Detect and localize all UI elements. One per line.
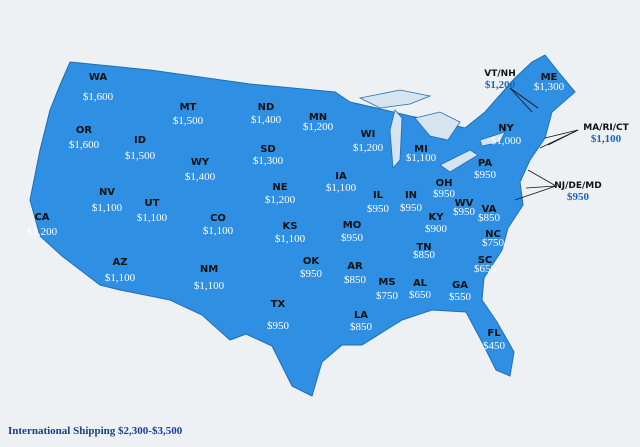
state-code: KS	[283, 221, 298, 232]
state-price: $950	[267, 320, 290, 332]
state-code: MN	[309, 112, 327, 123]
state-code: WY	[191, 157, 210, 168]
state-code: NE	[272, 182, 287, 193]
state-code: TX	[271, 299, 286, 310]
state-price: $1,100	[105, 272, 136, 284]
footer: International Shipping $2,300-$3,500	[8, 425, 183, 437]
state-code: KY	[429, 212, 445, 223]
state-code: NC	[485, 229, 501, 240]
callout-code: VT/NH	[484, 69, 515, 79]
state-code: AL	[413, 278, 428, 289]
callout-price: $950	[567, 191, 590, 203]
state-price: $1,100	[406, 152, 437, 164]
state-code: CA	[34, 212, 49, 223]
state-price: $1,600	[83, 91, 114, 103]
us-outline	[29, 54, 576, 397]
state-code: VA	[482, 204, 497, 215]
state-price: $950	[433, 188, 456, 200]
state-code: ID	[134, 135, 146, 146]
state-code: SC	[478, 255, 493, 266]
state-price: $1,100	[275, 233, 306, 245]
state-price: $1,400	[185, 171, 216, 183]
state-price: $1,200	[303, 121, 334, 133]
state-code: AZ	[113, 257, 128, 268]
state-price: $950	[300, 268, 323, 280]
state-code: OR	[76, 125, 93, 136]
state-code: OH	[436, 178, 453, 189]
state-price: $450	[483, 340, 506, 352]
state-code: WI	[361, 129, 376, 140]
state-price: $650	[409, 289, 432, 301]
state-price: $650	[474, 263, 497, 275]
callout-price: $1,200	[485, 79, 516, 91]
state-price: $1,100	[203, 225, 234, 237]
state-price: $1,300	[253, 155, 284, 167]
state-code: TN	[416, 242, 431, 253]
state-price: $1,100	[137, 212, 168, 224]
state-code: IN	[405, 190, 417, 201]
callout-code: NJ/DE/MD	[554, 181, 602, 191]
great-lakes	[358, 89, 506, 173]
state-price: $1,100	[326, 182, 357, 194]
state-price: $1,200	[353, 142, 384, 154]
state-code: UT	[145, 198, 160, 209]
state-code: FL	[487, 328, 501, 339]
state-price: $1,600	[69, 139, 100, 151]
state-code: IL	[373, 190, 384, 201]
state-code: OK	[303, 256, 321, 267]
callout-price: $1,100	[591, 133, 622, 145]
state-price: $1,400	[251, 114, 282, 126]
state-code: IA	[335, 171, 347, 182]
state-code: MT	[180, 102, 197, 113]
state-code: MO	[343, 220, 361, 231]
state-code: ME	[541, 72, 558, 83]
state-code: GA	[452, 280, 468, 291]
state-price: $1,500	[173, 115, 204, 127]
callout-code: MA/RI/CT	[583, 123, 629, 133]
state-price: $850	[478, 212, 501, 224]
state-price: $750	[376, 290, 399, 302]
state-price: $1,100	[194, 280, 225, 292]
state-code: MS	[378, 277, 395, 288]
state-price: $950	[400, 202, 423, 214]
state-price: $1,300	[534, 81, 565, 93]
state-price: $850	[350, 321, 373, 333]
state-price: $1,200	[27, 226, 58, 238]
state-code: AR	[347, 261, 363, 272]
state-price: $950	[453, 206, 476, 218]
state-code: WA	[89, 72, 108, 83]
state-price: $950	[341, 232, 364, 244]
state-code: ND	[258, 102, 275, 113]
state-code: MI	[414, 144, 428, 155]
state-price: $900	[425, 223, 448, 235]
state-code: LA	[354, 310, 368, 321]
state-price: $1,000	[491, 135, 522, 147]
state-price: $1,500	[125, 150, 156, 162]
state-code: WV	[455, 198, 474, 209]
state-code: SD	[260, 144, 276, 155]
state-price: $850	[344, 274, 367, 286]
state-price: $950	[367, 203, 390, 215]
state-price: $550	[449, 291, 472, 303]
state-code: NY	[498, 123, 514, 134]
state-price: $1,200	[265, 194, 296, 206]
state-price: $850	[413, 249, 436, 261]
state-price: $1,100	[92, 202, 123, 214]
state-code: NM	[200, 264, 218, 275]
state-code: PA	[478, 158, 492, 169]
state-code: CO	[210, 213, 226, 224]
state-price: $950	[474, 169, 497, 181]
callout-lines	[509, 87, 579, 201]
state-price: $750	[482, 237, 505, 249]
state-code: NV	[99, 187, 115, 198]
